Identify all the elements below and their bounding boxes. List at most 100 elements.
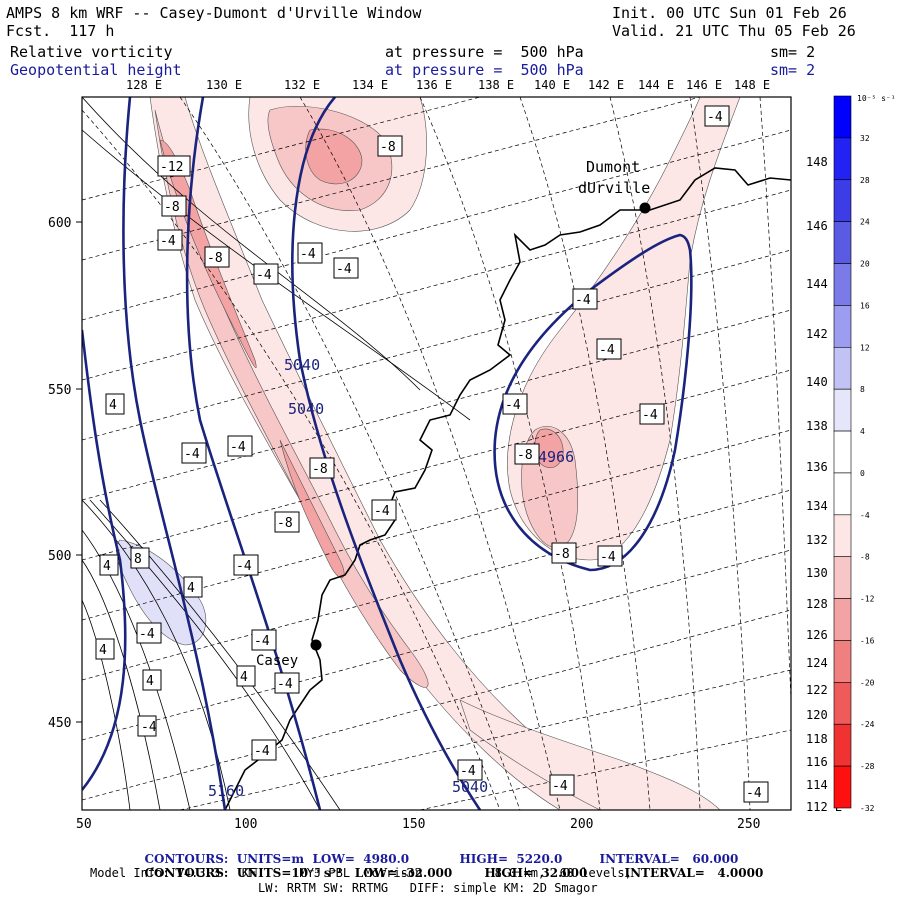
right-lon-label: 114 E bbox=[806, 778, 842, 792]
svg-text:-4: -4 bbox=[552, 779, 568, 794]
height-label: 4966 bbox=[538, 448, 574, 466]
y-axis-labels: 600 550 500 450 bbox=[48, 216, 82, 731]
y-axis-label: 600 bbox=[48, 216, 71, 231]
colorbar-label: -4 bbox=[860, 511, 870, 520]
colorbar-swatch bbox=[833, 388, 852, 432]
colorbar-swatch bbox=[833, 765, 852, 809]
colorbar-swatch bbox=[833, 472, 852, 516]
top-lon-label: 132 E bbox=[284, 78, 321, 92]
x-axis-label: 50 bbox=[76, 817, 92, 832]
right-lon-label: 124 E bbox=[806, 656, 842, 670]
vort-label-box: -4 bbox=[157, 229, 183, 251]
casey-label: Casey bbox=[256, 653, 298, 669]
latlon-grid bbox=[82, 97, 791, 810]
svg-text:-8: -8 bbox=[554, 547, 570, 562]
svg-text:-4: -4 bbox=[256, 268, 272, 283]
vort-label-box: -4 bbox=[251, 629, 277, 651]
field1-level: at pressure = 500 hPa bbox=[385, 43, 584, 61]
svg-text:-4: -4 bbox=[141, 720, 157, 735]
svg-text:8: 8 bbox=[134, 552, 142, 567]
footer-vort-contours: CONTOURS: UNITS=10⁻⁵ s⁻¹ LOW= -32.000 bbox=[144, 866, 453, 880]
vort-label-box: 4 bbox=[183, 576, 203, 598]
vorticity-labels: -4 -8 -12 -8 -4 -8 -4 -4 -4 -4 -4 -4 -4 … bbox=[95, 105, 769, 803]
vorticity-shade-top-core bbox=[305, 128, 363, 185]
vort-label-box: 4 bbox=[99, 554, 119, 576]
vort-label-box: -8 bbox=[309, 457, 335, 479]
vorticity-shade-west-strong bbox=[154, 109, 429, 688]
colorbar-swatch bbox=[833, 598, 852, 641]
footer-vort-high: HIGH= 32.000 bbox=[484, 866, 588, 880]
y-axis-label: 450 bbox=[48, 716, 71, 731]
vort-label-box: 8 bbox=[130, 547, 150, 569]
footer-height-high: HIGH= 5220.0 bbox=[459, 852, 563, 866]
svg-text:4: 4 bbox=[99, 643, 107, 658]
colorbar-label: -8 bbox=[860, 553, 870, 562]
solid-grid-lines bbox=[82, 97, 471, 810]
colorbar-label: -12 bbox=[860, 595, 875, 604]
svg-text:-4: -4 bbox=[139, 627, 155, 642]
svg-text:-4: -4 bbox=[277, 677, 293, 692]
top-lon-label: 148 E bbox=[734, 78, 771, 92]
vort-label-box: -4 bbox=[639, 403, 665, 425]
svg-text:-4: -4 bbox=[575, 293, 591, 308]
right-lon-label: 120 E bbox=[806, 708, 842, 722]
vort-label-box: -4 bbox=[371, 499, 397, 521]
vort-label-box: -8 bbox=[514, 443, 540, 465]
top-lon-label: 146 E bbox=[686, 78, 723, 92]
top-lon-label: 140 E bbox=[534, 78, 571, 92]
footer-height-contours: CONTOURS: UNITS=m LOW= 4980.0 bbox=[144, 852, 410, 866]
svg-text:-8: -8 bbox=[312, 462, 328, 477]
vort-label-box: -4 bbox=[502, 393, 528, 415]
svg-text:-4: -4 bbox=[460, 764, 476, 779]
colorbar-label: 0 bbox=[860, 469, 865, 478]
colorbar-swatch bbox=[833, 221, 852, 264]
casey-station-marker bbox=[310, 639, 322, 651]
right-lon-label: 130 E bbox=[806, 566, 842, 580]
footer-model-info: Model Info: V4.3.3 KF MYJ PBL Morrison 8… bbox=[90, 866, 632, 880]
colorbar-swatch bbox=[833, 137, 852, 181]
y-axis-label: 550 bbox=[48, 383, 71, 398]
right-lon-label: 144 E bbox=[806, 277, 842, 291]
geopotential-contours bbox=[82, 97, 693, 810]
colorbar-swatch bbox=[833, 723, 852, 767]
colorbar-swatch bbox=[833, 430, 852, 474]
vort-label-box: -4 bbox=[233, 554, 259, 576]
colorbar-label: 12 bbox=[860, 343, 870, 352]
colorbar-label: 28 bbox=[860, 176, 870, 185]
colorbar-swatch bbox=[833, 263, 852, 306]
vort-label-box: -4 bbox=[457, 759, 483, 781]
svg-text:-4: -4 bbox=[184, 447, 200, 462]
svg-text:-8: -8 bbox=[380, 140, 396, 155]
svg-text:-4: -4 bbox=[230, 440, 246, 455]
svg-text:4: 4 bbox=[103, 559, 111, 574]
height-label: 5040 bbox=[288, 400, 324, 418]
x-axis-label: 250 bbox=[737, 817, 760, 832]
colorbar-swatch bbox=[833, 682, 852, 725]
dumont-label: Dumont bbox=[586, 158, 640, 176]
svg-text:-8: -8 bbox=[207, 251, 223, 266]
right-lon-label: 126 E bbox=[806, 628, 842, 642]
vort-label-box: -4 bbox=[181, 442, 207, 464]
vort-label-box: 4 bbox=[236, 665, 256, 687]
colorbar-label: -24 bbox=[860, 720, 875, 729]
colorbar-unit: 10⁻⁵ s⁻¹ bbox=[857, 94, 896, 103]
svg-text:-8: -8 bbox=[517, 448, 533, 463]
right-lon-label: 146 E bbox=[806, 219, 842, 233]
valid-time: Valid. 21 UTC Thu 05 Feb 26 bbox=[612, 22, 856, 40]
svg-text:-4: -4 bbox=[707, 110, 723, 125]
y-axis-label: 500 bbox=[48, 549, 71, 564]
vort-label-box: -8 bbox=[551, 542, 577, 564]
top-lon-label: 128 E bbox=[126, 78, 163, 92]
footer-vort-interval: INTERVAL= 4.0000 bbox=[624, 866, 764, 880]
right-lon-label: 118 E bbox=[806, 732, 842, 746]
vort-label-box: -4 bbox=[596, 338, 622, 360]
right-lon-labels: 148 E 146 E 144 E 142 E 140 E 138 E 136 … bbox=[806, 155, 842, 814]
svg-text:4: 4 bbox=[109, 398, 117, 413]
init-time: Init. 00 UTC Sun 01 Feb 26 bbox=[612, 4, 847, 22]
vort-label-box: -8 bbox=[161, 195, 187, 217]
svg-text:-4: -4 bbox=[300, 247, 316, 262]
svg-text:4: 4 bbox=[187, 581, 195, 596]
right-lon-label: 122 E bbox=[806, 683, 842, 697]
svg-text:-4: -4 bbox=[254, 634, 270, 649]
right-lon-label: 142 E bbox=[806, 327, 842, 341]
